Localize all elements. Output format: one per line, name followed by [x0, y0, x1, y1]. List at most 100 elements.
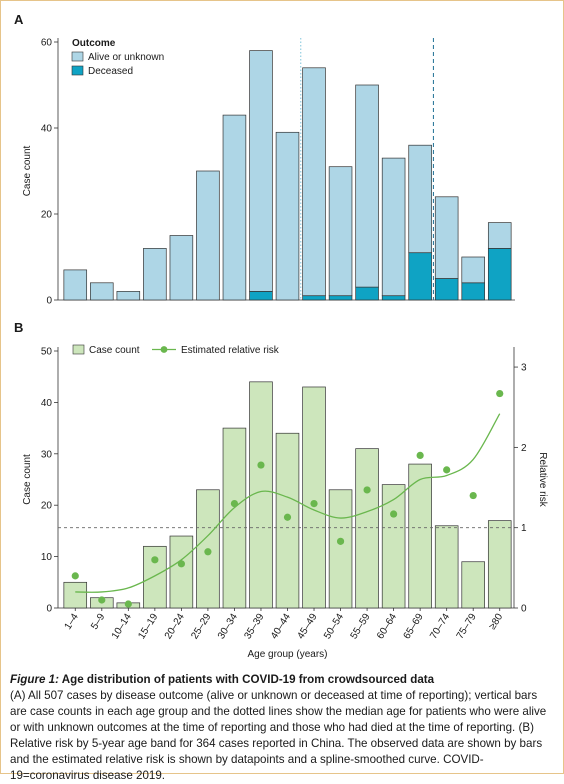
panel-a-bar-deceased	[408, 252, 432, 301]
caption-title-text: Age distribution of patients with COVID-…	[58, 673, 435, 686]
panel-a-bar-alive	[90, 282, 114, 301]
panel-a-bar-alive	[381, 157, 406, 297]
panel-b-y2-axis-title: Relative risk	[537, 452, 548, 507]
panel-a-y-tick-label: 20	[41, 210, 53, 221]
panel-a-legend-swatch	[71, 51, 84, 62]
panel-b-x-tick-label: 30–34	[216, 611, 240, 641]
caption-title: Figure 1: Age distribution of patients w…	[10, 672, 556, 688]
panel-b-risk-point	[283, 513, 292, 521]
panel-a-bar-alive	[116, 291, 141, 301]
panel-a-bar-deceased	[328, 295, 353, 301]
panel-b-y-tick-label: 20	[41, 501, 53, 512]
panel-b-risk-point	[416, 451, 424, 460]
panel-a-bar-deceased	[461, 282, 485, 301]
panel-b-legend-label-risk: Estimated relative risk	[181, 345, 280, 356]
caption-body: (A) All 507 cases by disease outcome (al…	[10, 689, 547, 782]
panel-b-risk-point	[469, 491, 477, 500]
panel-a-bar-alive	[355, 84, 379, 288]
panel-b-x-tick-label: 45–49	[296, 611, 320, 641]
panel-b-legend-label-bars: Case count	[89, 345, 140, 356]
panel-b-bar	[143, 545, 167, 609]
panel-b-y2-tick-label: 3	[521, 363, 527, 374]
panel-b-x-axis-title: Age group (years)	[247, 649, 327, 660]
panel-b-risk-point	[257, 461, 265, 469]
panel-b-x-tick-label: 70–74	[428, 611, 452, 641]
panel-a-y-axis-title: Case count	[22, 145, 33, 196]
panel-a-bar-alive	[461, 256, 485, 284]
panel-b-bar	[63, 581, 88, 609]
panel-b-x-tick-label: 55–59	[349, 611, 373, 641]
panel-b-risk-point	[124, 600, 132, 608]
panel-b-risk-point	[443, 466, 451, 474]
panel-b-bar	[381, 484, 406, 609]
panel-b-x-tick-label: 65–69	[402, 611, 426, 641]
panel-a-bar-alive	[487, 222, 512, 249]
panel-b-label: B	[14, 320, 23, 335]
panel-b-x-tick-label: 15–19	[136, 611, 160, 641]
panel-a-y-tick-label: 0	[46, 296, 52, 307]
panel-b-y2-tick-label: 2	[521, 443, 527, 454]
panel-a-bar-alive	[143, 248, 167, 301]
panel-a-bar-alive	[196, 170, 220, 301]
panel-b-x-tick-label: 75–79	[455, 611, 479, 641]
panel-a-bar-deceased	[487, 248, 512, 301]
panel-a-y-tick-label: 60	[41, 38, 53, 49]
panel-b-bar	[169, 535, 194, 609]
panel-b-risk-point	[363, 486, 371, 494]
panel-a-bar-deceased	[249, 291, 273, 301]
panel-b-bar	[408, 463, 432, 609]
panel-a-bar-alive	[302, 67, 326, 297]
panel-b-bar	[434, 525, 459, 609]
panel-a-bar-deceased	[434, 278, 459, 301]
panel-b-risk-point	[71, 572, 79, 580]
panel-b-x-tick-label: 60–64	[375, 611, 399, 641]
panel-b-y-axis-title: Case count	[22, 454, 33, 505]
caption-figure-number: Figure 1:	[10, 673, 59, 686]
panel-a-bar-alive	[222, 114, 247, 301]
panel-b-bar	[487, 520, 512, 609]
panel-b-risk-point	[151, 556, 159, 564]
panel-a-bar-alive	[434, 196, 459, 279]
panel-b-bar	[328, 489, 353, 609]
figure-caption: Figure 1: Age distribution of patients w…	[10, 672, 556, 784]
panel-a-bar-alive	[328, 166, 353, 297]
panel-b-x-tick-label: 5–9	[89, 611, 107, 631]
panel-b-risk-point	[390, 510, 398, 518]
panel-b-x-tick-label: 20–24	[163, 611, 187, 641]
panel-b-risk-point	[230, 499, 239, 508]
panel-a-bar-alive	[408, 144, 432, 254]
panel-b-legend-swatch-point	[160, 346, 168, 353]
panel-a-bar-alive	[169, 235, 194, 301]
panel-b-risk-point	[310, 499, 318, 508]
panel-a-legend-swatch	[71, 65, 84, 76]
panel-a-legend-title: Outcome	[72, 38, 116, 49]
panel-b-y-tick-label: 30	[41, 449, 53, 460]
panel-b-risk-curve	[75, 413, 501, 593]
panel-a-legend-label: Deceased	[88, 66, 133, 77]
panel-a-bar-alive	[63, 269, 88, 301]
panel-b-x-tick-label: ≥80	[487, 611, 505, 631]
panel-b-y-tick-label: 50	[41, 347, 53, 358]
panel-b-bar	[222, 427, 247, 609]
panel-b-y2-tick-label: 1	[521, 523, 527, 534]
panel-b-bar	[461, 561, 485, 609]
panel-a-legend-label: Alive or unknown	[88, 52, 164, 63]
panel-b-risk-point	[177, 560, 185, 568]
panel-b-y-tick-label: 40	[41, 398, 53, 409]
panel-b-risk-point	[204, 548, 212, 556]
panel-b-risk-point	[336, 537, 345, 545]
panel-a-bar-deceased	[381, 295, 406, 301]
panel-a-bar-deceased	[302, 295, 326, 301]
panel-a-bar-alive	[275, 131, 300, 301]
panel-b-x-tick-label: 35–39	[242, 611, 266, 641]
panel-b-y-tick-label: 10	[41, 552, 53, 563]
panel-b-x-tick-label: 10–14	[110, 611, 134, 641]
panel-b-bar	[302, 386, 326, 609]
panel-a-bar-alive	[249, 50, 273, 292]
panel-a-y-tick-label: 40	[41, 124, 53, 135]
panel-b-x-tick-label: 25–29	[189, 611, 213, 641]
panel-a-bar-deceased	[355, 286, 379, 301]
panel-b-x-tick-label: 40–44	[269, 611, 293, 641]
panel-b-legend-swatch-bars	[72, 344, 85, 355]
